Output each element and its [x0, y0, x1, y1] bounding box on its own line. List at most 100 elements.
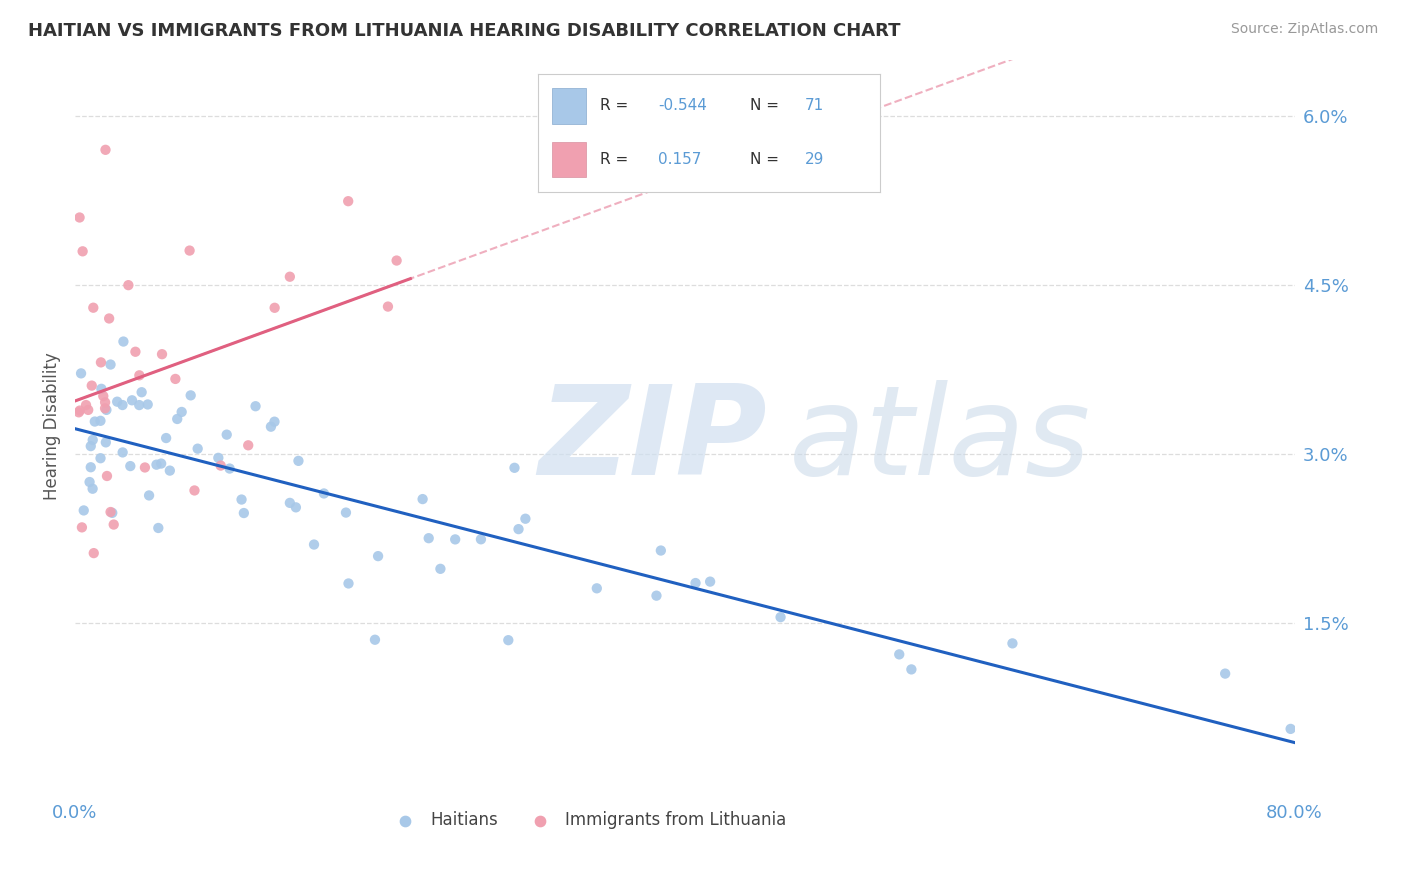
Point	[302, 537, 325, 551]
Point	[209, 458, 232, 473]
Point	[337, 576, 360, 591]
Point	[1001, 636, 1024, 650]
Point	[165, 372, 187, 386]
Text: ZIP: ZIP	[538, 380, 768, 501]
Point	[128, 368, 150, 383]
Point	[80, 439, 103, 453]
Point	[94, 395, 117, 409]
Point	[98, 311, 121, 326]
Point	[312, 486, 335, 500]
Point	[231, 492, 253, 507]
Point	[70, 520, 93, 534]
Point	[166, 412, 188, 426]
Point	[155, 431, 177, 445]
Text: HAITIAN VS IMMIGRANTS FROM LITHUANIA HEARING DISABILITY CORRELATION CHART: HAITIAN VS IMMIGRANTS FROM LITHUANIA HEA…	[28, 22, 901, 40]
Point	[585, 582, 607, 596]
Point	[238, 438, 260, 452]
Point	[112, 334, 135, 349]
Y-axis label: Hearing Disability: Hearing Disability	[44, 352, 60, 500]
Point	[498, 633, 520, 648]
Point	[79, 475, 101, 489]
Point	[94, 401, 117, 416]
Point	[94, 435, 117, 450]
Point	[134, 460, 156, 475]
Text: Source: ZipAtlas.com: Source: ZipAtlas.com	[1230, 22, 1378, 37]
Point	[170, 405, 193, 419]
Point	[117, 278, 139, 293]
Point	[150, 347, 173, 361]
Point	[418, 531, 440, 545]
Point	[69, 403, 91, 417]
Point	[179, 244, 201, 258]
Point	[89, 414, 111, 428]
Point	[83, 546, 105, 560]
Text: atlas: atlas	[789, 380, 1091, 501]
Point	[82, 433, 104, 447]
Point	[145, 458, 167, 472]
Point	[120, 459, 142, 474]
Point	[96, 469, 118, 483]
Point	[96, 403, 118, 417]
Point	[503, 460, 526, 475]
Point	[263, 415, 285, 429]
Point	[470, 533, 492, 547]
Point	[889, 648, 911, 662]
Point	[80, 460, 103, 475]
Point	[515, 512, 537, 526]
Point	[278, 496, 301, 510]
Point	[245, 399, 267, 413]
Point	[121, 393, 143, 408]
Point	[103, 517, 125, 532]
Point	[429, 562, 451, 576]
Legend: Haitians, Immigrants from Lithuania: Haitians, Immigrants from Lithuania	[382, 805, 793, 836]
Point	[508, 522, 530, 536]
Point	[83, 415, 105, 429]
Point	[73, 503, 96, 517]
Point	[377, 300, 399, 314]
Point	[82, 301, 104, 315]
Point	[67, 405, 90, 419]
Point	[645, 589, 668, 603]
Point	[69, 211, 91, 225]
Point	[364, 632, 387, 647]
Point	[900, 662, 922, 676]
Point	[263, 301, 285, 315]
Point	[278, 269, 301, 284]
Point	[77, 403, 100, 417]
Point	[91, 389, 114, 403]
Point	[136, 397, 159, 411]
Point	[215, 427, 238, 442]
Point	[699, 574, 721, 589]
Point	[94, 143, 117, 157]
Point	[650, 543, 672, 558]
Point	[72, 244, 94, 259]
Point	[111, 398, 134, 412]
Point	[183, 483, 205, 498]
Point	[337, 194, 360, 209]
Point	[218, 461, 240, 475]
Point	[1279, 722, 1302, 736]
Point	[260, 419, 283, 434]
Point	[148, 521, 170, 535]
Point	[207, 450, 229, 465]
Point	[111, 445, 134, 459]
Point	[138, 488, 160, 502]
Point	[287, 454, 309, 468]
Point	[412, 492, 434, 507]
Point	[385, 253, 408, 268]
Point	[75, 398, 97, 412]
Point	[90, 382, 112, 396]
Point	[101, 506, 124, 520]
Point	[124, 344, 146, 359]
Point	[82, 482, 104, 496]
Point	[131, 385, 153, 400]
Point	[232, 506, 254, 520]
Point	[159, 464, 181, 478]
Point	[100, 358, 122, 372]
Point	[105, 394, 128, 409]
Point	[284, 500, 307, 515]
Point	[128, 398, 150, 412]
Point	[90, 355, 112, 369]
Point	[335, 506, 357, 520]
Point	[444, 533, 467, 547]
